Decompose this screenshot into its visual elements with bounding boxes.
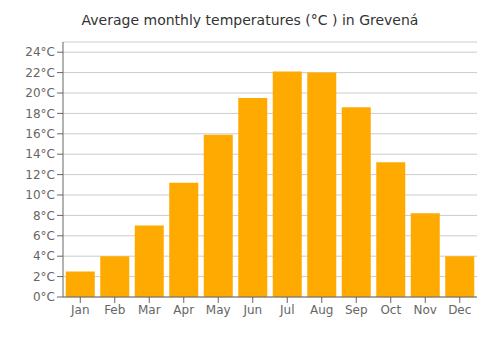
svg-text:16°C: 16°C [25,127,55,141]
svg-text:24°C: 24°C [25,45,55,59]
svg-text:Aug: Aug [310,303,333,317]
svg-text:12°C: 12°C [25,168,55,182]
svg-text:10°C: 10°C [25,188,55,202]
html-text:Average monthly temperatures (: Average monthly temperatures (°C ) in Gr… [81,12,419,28]
svg-text:0°C: 0°C [33,290,55,304]
svg-text:May: May [206,303,231,317]
svg-text:Feb: Feb [104,303,125,317]
svg-text:4°C: 4°C [33,249,55,263]
svg-text:Apr: Apr [173,303,194,317]
svg-text:20°C: 20°C [25,86,55,100]
svg-text:Sep: Sep [345,303,368,317]
svg-text:Nov: Nov [414,303,437,317]
svg-text:Mar: Mar [138,303,161,317]
svg-text:Jan: Jan [70,303,90,317]
svg-text:14°C: 14°C [25,147,55,161]
svg-text:Dec: Dec [448,303,471,317]
svg-text:8°C: 8°C [33,209,55,223]
svg-text:Jul: Jul [279,303,294,317]
svg-text:22°C: 22°C [25,66,55,80]
svg-text:Oct: Oct [380,303,401,317]
svg-text:6°C: 6°C [33,229,55,243]
svg-text:Jun: Jun [242,303,262,317]
svg-text:18°C: 18°C [25,107,55,121]
svg-text:2°C: 2°C [33,270,55,284]
